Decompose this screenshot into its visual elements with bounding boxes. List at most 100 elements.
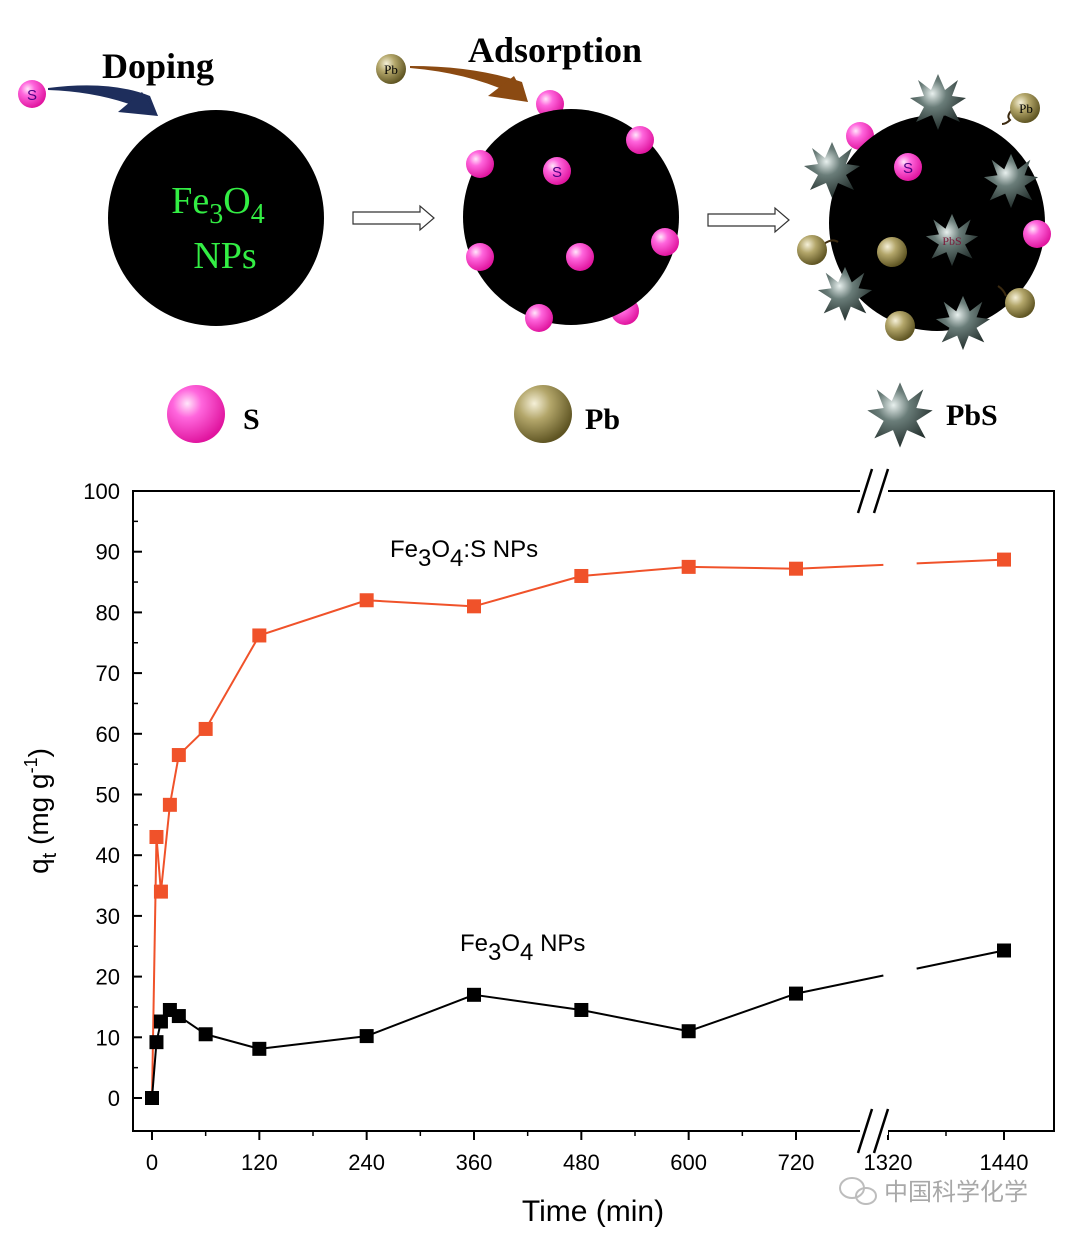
s-doped-core (463, 109, 679, 325)
s-atom-incoming-label: S (27, 87, 37, 104)
pbs-center-label: PbS (942, 234, 961, 248)
data-point-fe3o4-s (467, 599, 481, 614)
series-line-segment (151, 836, 158, 1099)
schematic: S Doping Fe3O4 NPs Pb Adsorption S (18, 30, 1051, 448)
s-atom (525, 304, 553, 332)
y-tick-label: 10 (96, 1025, 120, 1050)
s-atom (651, 228, 679, 256)
data-point-fe3o4 (171, 1009, 186, 1024)
adsorption-chart: 0 10 20 30 40 50 60 70 80 90 100 0 120 240 360 480 600 7… (21, 468, 1055, 1228)
pb-atom (877, 237, 907, 267)
series-label-fe3o4: Fe3O4 NPs (460, 930, 585, 966)
axis-break-mark-bottom (872, 1108, 890, 1154)
s-atom (894, 153, 922, 181)
data-point-fe3o4-s (252, 628, 267, 643)
core-formula: Fe3O4 (171, 180, 264, 230)
pb-atom-incoming (376, 54, 406, 84)
data-point-fe3o4-s (359, 593, 374, 608)
legend-pb-label: Pb (585, 403, 620, 436)
series-line-segment (473, 993, 582, 1011)
pb-atom (797, 235, 827, 265)
y-tick-label: 0 (108, 1086, 120, 1111)
data-point-fe3o4 (789, 986, 803, 1001)
series-line-segment (259, 1035, 367, 1050)
pb-atom-label: Pb (1019, 101, 1033, 116)
data-point-fe3o4 (574, 1002, 589, 1017)
pb-atom (1005, 288, 1035, 318)
process-arrow-2 (707, 206, 790, 234)
series-line-segment (168, 754, 180, 805)
series-line-segment (473, 575, 582, 608)
data-point-fe3o4-s (574, 568, 589, 583)
y-tick-label: 60 (96, 722, 120, 747)
s-atom-label: S (903, 160, 913, 177)
data-point-fe3o4 (149, 1035, 164, 1050)
series-line-segment (795, 974, 884, 995)
plot-frame (132, 490, 1055, 1132)
x-tick-label: 720 (778, 1150, 815, 1175)
s-atom-incoming (18, 80, 46, 108)
data-point-fe3o4 (145, 1091, 159, 1105)
y-tick-label: 30 (96, 904, 120, 929)
doping-label: Doping (102, 46, 214, 86)
schematic-legend: S Pb PbS (167, 382, 998, 448)
series-line-segment (581, 1009, 689, 1033)
series-line-segment (259, 599, 367, 637)
watermark-text: 中国科学化学 (884, 1179, 1028, 1206)
data-point-fe3o4 (252, 1041, 267, 1056)
data-point-fe3o4-s (789, 561, 803, 576)
stage-2: Pb Adsorption S (376, 30, 679, 332)
x-tick-label: 1320 (864, 1150, 913, 1175)
pb-atom (885, 311, 915, 341)
data-point-fe3o4-s (153, 884, 168, 899)
y-tick-label: 90 (96, 540, 120, 565)
s-atom (543, 157, 571, 185)
stage-1: S Doping Fe3O4 NPs (18, 46, 324, 326)
y-tick-label: 40 (96, 843, 120, 868)
adsorption-label: Adsorption (468, 30, 642, 70)
y-tick-label: 100 (83, 479, 120, 504)
axis-break-mark-top (856, 468, 874, 514)
series-line-segment (155, 836, 162, 892)
s-atom (566, 243, 594, 271)
x-axis-label: Time (min) (522, 1195, 664, 1228)
s-atom (466, 243, 494, 271)
legend-pbs-label: PbS (946, 399, 998, 432)
data-point-fe3o4-s (198, 721, 213, 736)
series-line-segment (366, 599, 475, 608)
y-tick-label: 80 (96, 600, 120, 625)
s-atom (466, 150, 494, 178)
data-point-fe3o4-s (171, 748, 186, 763)
axis-break-gap-top (860, 487, 888, 495)
series-label-fe3o4-s: Fe3O4:S NPs (390, 536, 538, 572)
data-point-fe3o4-s (997, 552, 1011, 567)
data-point-fe3o4 (467, 987, 481, 1002)
x-tick-label: 240 (348, 1150, 385, 1175)
data-point-fe3o4-s (149, 829, 164, 844)
y-axis-label: qt (mg g-1) (21, 748, 61, 874)
series-line-segment (151, 1042, 158, 1099)
data-point-fe3o4 (681, 1024, 696, 1039)
series-line-segment (688, 565, 797, 570)
x-tick-label: 1440 (980, 1150, 1029, 1175)
wechat-icon (839, 1177, 877, 1205)
s-atom (1023, 220, 1051, 248)
x-tick-label: 0 (146, 1150, 158, 1175)
x-tick-label: 120 (241, 1150, 278, 1175)
watermark: 中国科学化学 (839, 1177, 1028, 1206)
series-line-segment (204, 634, 261, 730)
legend-pbs-swatch (867, 382, 933, 448)
x-tick-label: 480 (563, 1150, 600, 1175)
series-line-segment (205, 1033, 260, 1050)
data-point-fe3o4 (198, 1027, 213, 1042)
series-line-segment (366, 993, 475, 1038)
data-point-fe3o4 (359, 1029, 374, 1044)
s-atom-label: S (552, 164, 562, 181)
pb-atom-incoming-label: Pb (384, 62, 398, 77)
x-tick-label: 360 (456, 1150, 493, 1175)
x-tick-label: 600 (670, 1150, 707, 1175)
data-point-fe3o4-s (162, 797, 177, 812)
axis-break-mark-top (872, 468, 890, 514)
axis-break-mark-bottom (856, 1108, 874, 1154)
